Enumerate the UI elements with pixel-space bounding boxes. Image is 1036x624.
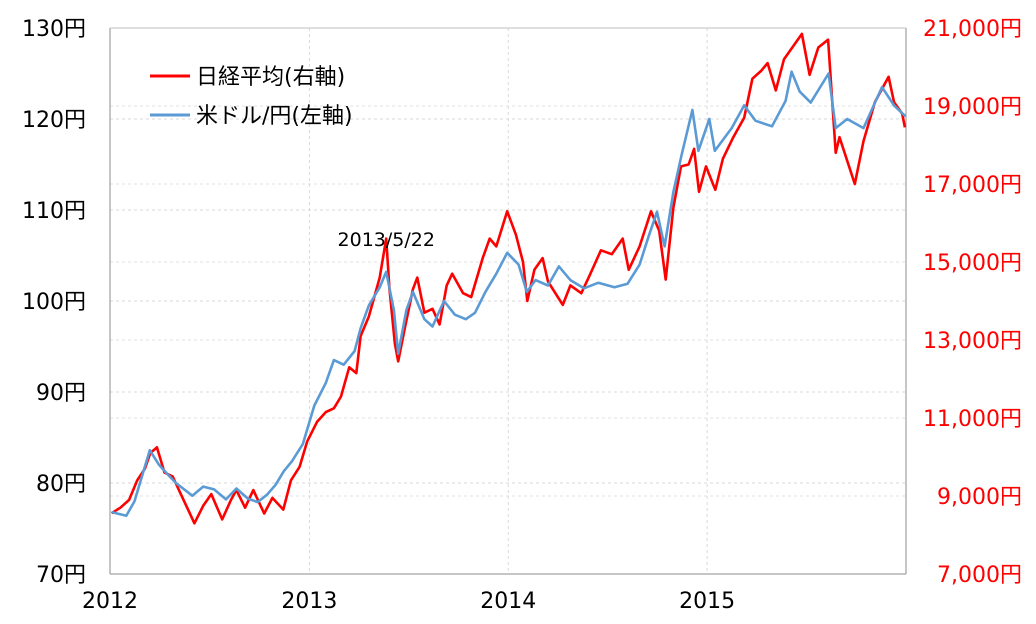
left-tick-label: 130円 [22, 17, 86, 42]
right-tick-label: 15,000円 [923, 251, 1022, 276]
series-lines [110, 32, 907, 525]
left-tick-label: 80円 [36, 472, 86, 497]
right-tick-label: 7,000円 [937, 563, 1022, 588]
legend-label: 日経平均(右軸) [196, 65, 345, 90]
annotations: 2013/5/22 [338, 229, 435, 251]
left-tick-label: 70円 [36, 563, 86, 588]
legend: 日経平均(右軸) 米ドル/円(左軸) [150, 65, 353, 129]
left-tick-label: 110円 [22, 199, 86, 224]
gridlines [110, 27, 906, 574]
right-tick-label: 21,000円 [923, 17, 1022, 42]
plot-border [109, 27, 907, 575]
left-tick-label: 100円 [22, 290, 86, 315]
x-tick-label: 2013 [281, 589, 337, 614]
right-tick-label: 9,000円 [937, 485, 1022, 510]
right-axis-ticks: 7,000円 9,000円 11,000円 13,000円 15,000円 17,000円… [923, 17, 1022, 588]
x-axis-ticks: 2012 2013 2014 2015 [82, 589, 735, 614]
annotation-label: 2013/5/22 [338, 229, 435, 251]
legend-label: 米ドル/円(左軸) [196, 104, 353, 129]
x-tick-label: 2014 [480, 589, 536, 614]
right-tick-label: 13,000円 [923, 329, 1022, 354]
right-tick-label: 11,000円 [923, 407, 1022, 432]
right-tick-label: 19,000円 [923, 95, 1022, 120]
left-tick-label: 120円 [22, 108, 86, 133]
left-axis-ticks: 70円 80円 90円 100円 110円 120円 130円 [22, 17, 86, 588]
x-tick-label: 2015 [679, 589, 735, 614]
left-tick-label: 90円 [36, 381, 86, 406]
series-line-right [110, 32, 907, 525]
right-tick-label: 17,000円 [923, 173, 1022, 198]
series-line-left [111, 70, 907, 518]
x-tick-label: 2012 [82, 589, 138, 614]
